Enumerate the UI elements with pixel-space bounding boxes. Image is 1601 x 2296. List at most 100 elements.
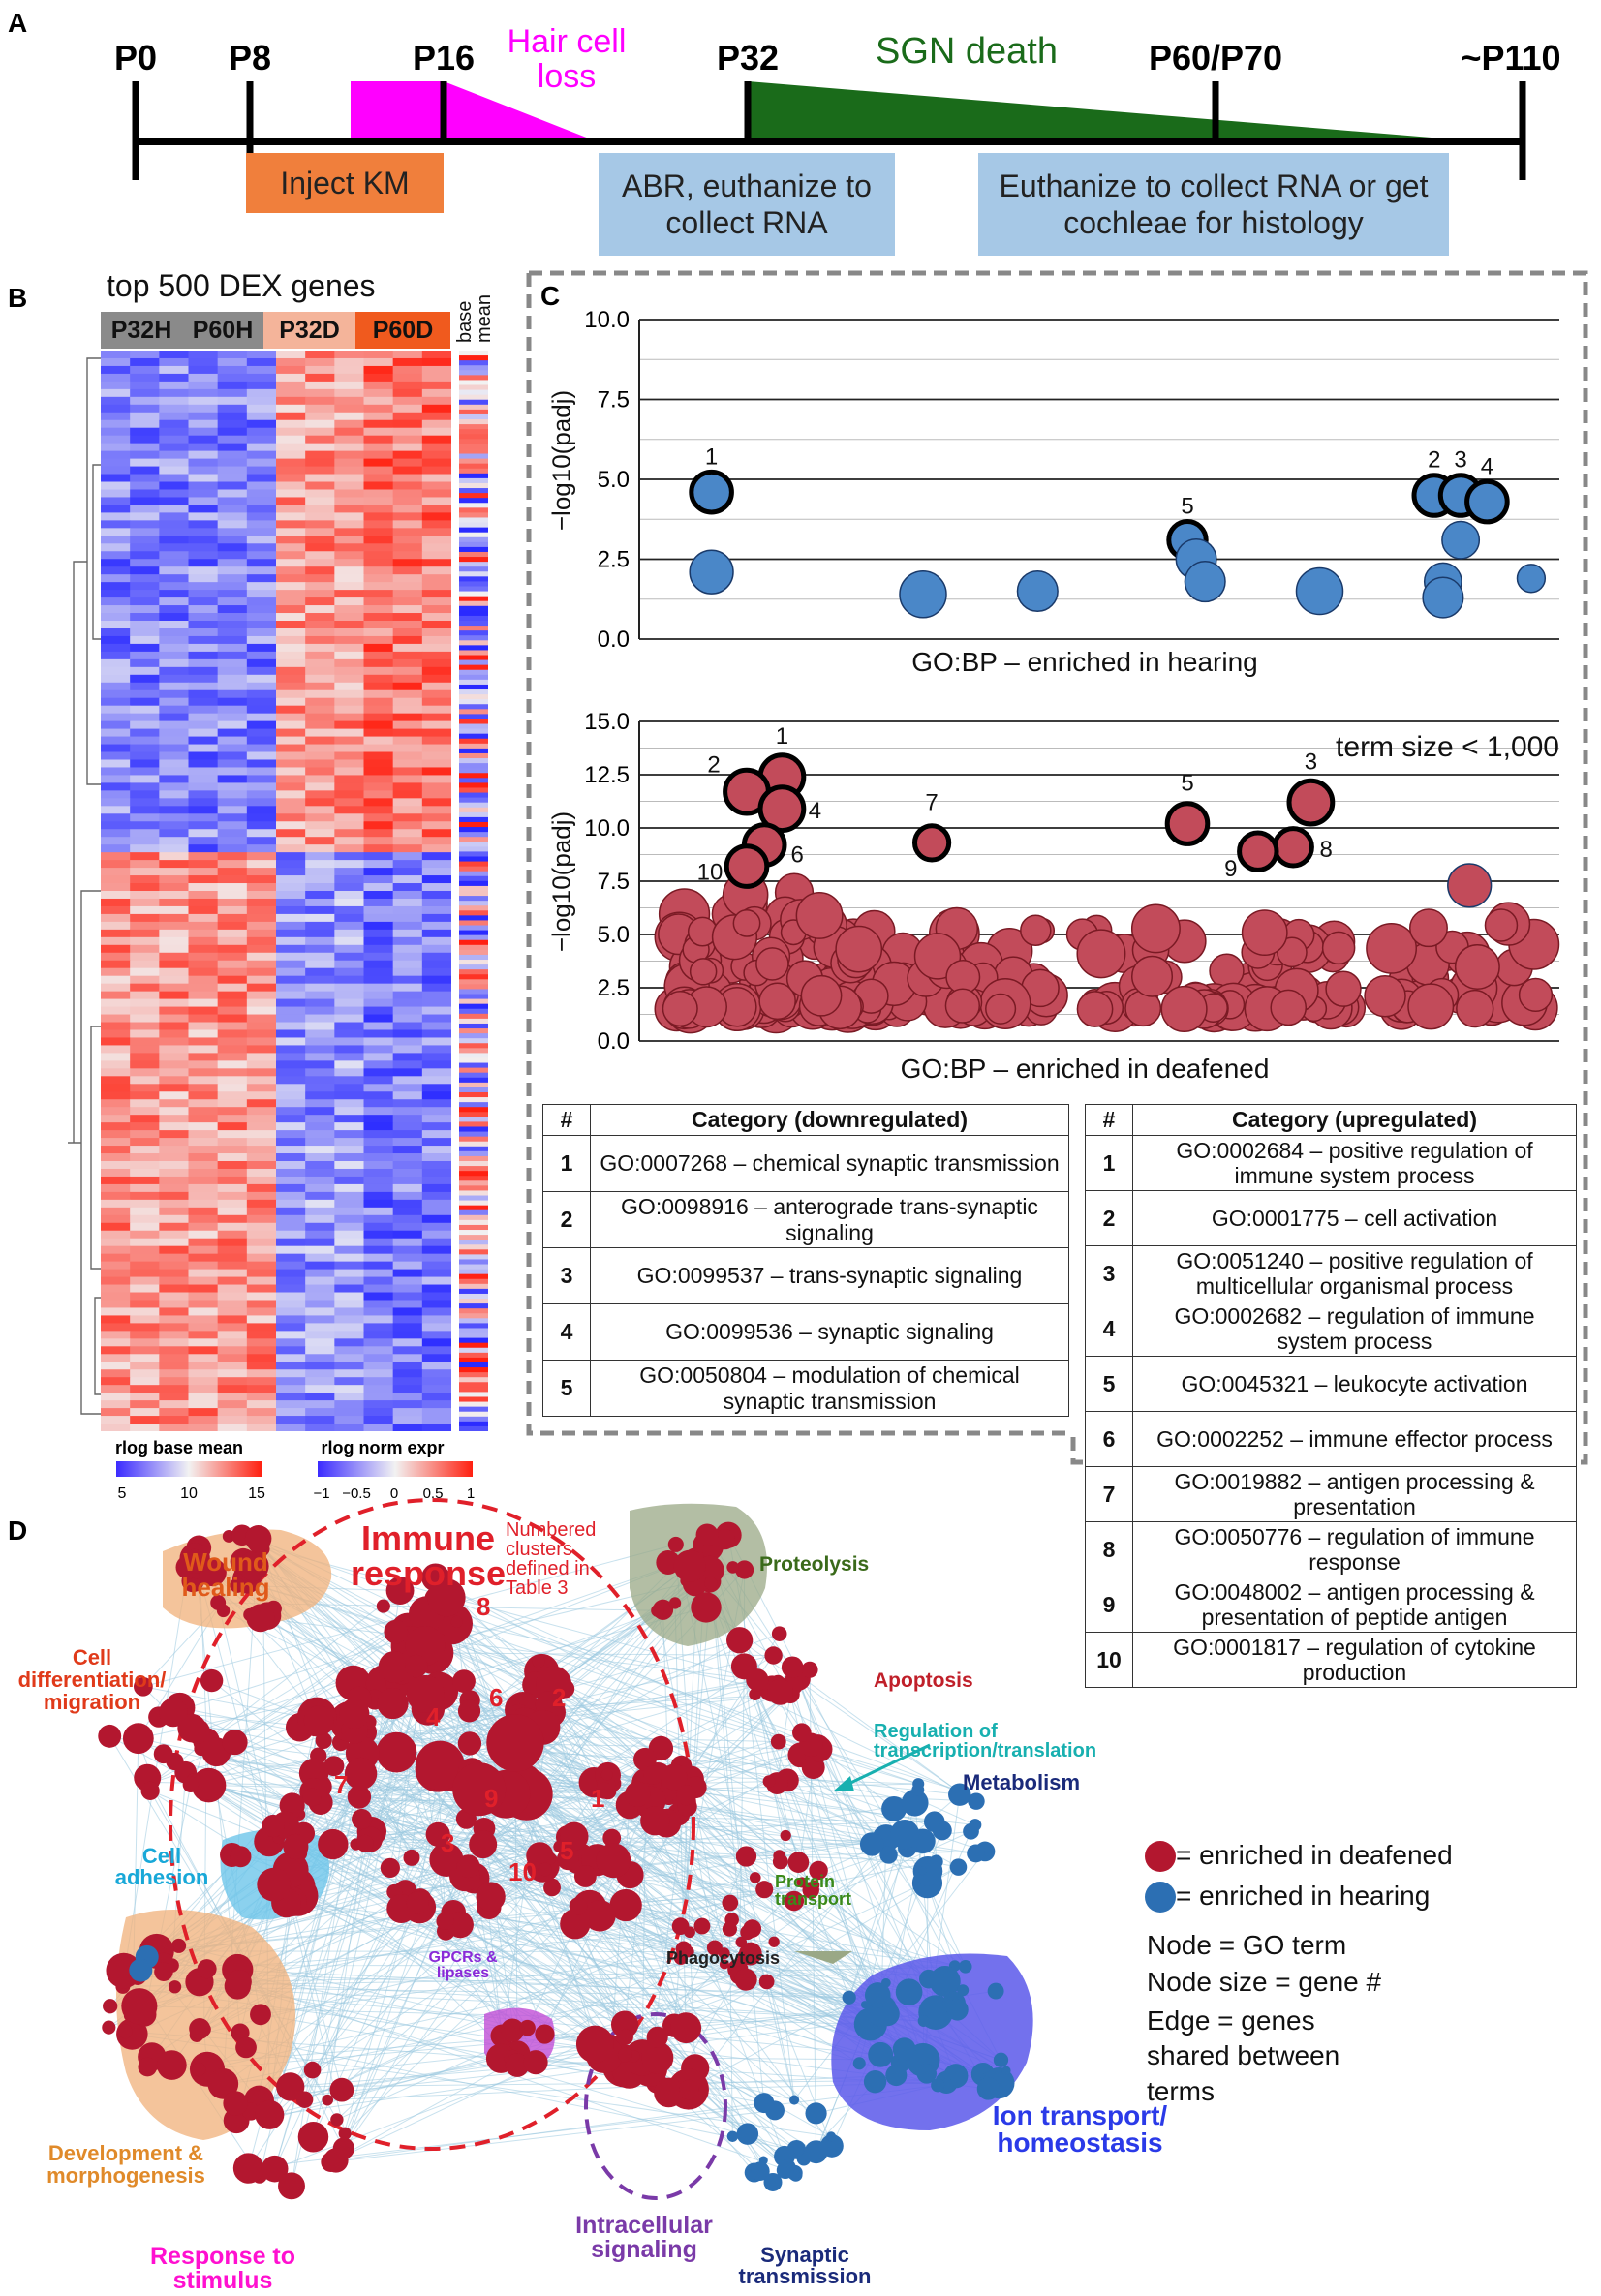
heatmap-cell [305,1191,335,1201]
heatmap-cell [159,419,189,429]
heatmap-cell [246,1369,277,1378]
legend-dots [1145,1841,1176,1913]
heatmap-cell [130,543,160,552]
network-edge [335,1565,691,2161]
heatmap-cell [217,1029,248,1038]
heatmap-cell [101,635,131,645]
base-mean-cell [459,802,488,809]
network-edge [396,1752,696,2069]
heatmap-cell [305,497,335,505]
base-mean-cell [459,748,488,754]
heatmap-cell [334,1393,364,1401]
network-node [948,1783,971,1806]
point-label: 2 [1428,447,1440,474]
heatmap-cell [159,983,189,993]
network-edge [239,1966,966,1983]
network-node [749,1872,761,1883]
heatmap-cell [392,605,423,614]
heatmap-cell [101,381,131,390]
label-cell-adhesion: Cell adhesion [114,1844,209,1889]
heatmap-cell [305,829,335,838]
network-node [879,1846,898,1864]
heatmap-cell [305,883,335,892]
network-node [762,1775,776,1788]
heatmap-cell [246,651,277,660]
heatmap-cell [159,868,189,876]
heatmap-cell [363,936,394,946]
heatmap-cell [305,1315,335,1324]
heatmap-cell [276,651,306,660]
heatmap-cell [305,1037,335,1046]
data-point [732,908,761,937]
cluster-number: 4 [426,1702,441,1731]
base-mean-cell [459,816,488,823]
heatmap-cell [246,1346,277,1355]
heatmap-cell [217,412,248,421]
heatmap-cell [392,913,423,923]
heatmap-cell [130,1238,160,1247]
heatmap-cell [188,898,219,907]
heatmap-cell [305,868,335,876]
network-edge [417,1902,909,1993]
heatmap-cell [421,574,451,583]
heatmap-cell [421,1230,451,1240]
heatmap-cell [363,736,394,746]
y-tick-label: 0.0 [598,1028,630,1055]
heatmap-cell [159,1261,189,1270]
heatmap-cell [130,813,160,822]
heatmap-cell [217,1230,248,1240]
heatmap-cell [305,1122,335,1131]
heatmap-cell [130,1014,160,1024]
heatmap-cell [188,960,219,969]
heatmap-cell [101,512,131,521]
network-node [140,1781,160,1800]
heatmap-cell [276,613,306,622]
heatmap-cell [101,1362,131,1370]
heatmap-cell [217,443,248,452]
heatmap-cell [421,628,451,637]
base-mean-cell [459,375,488,381]
heatmap-cell [101,860,131,869]
base-mean-cell [459,782,488,788]
base-mean-cell [459,1155,488,1162]
heatmap-cell [246,806,277,814]
heatmap-cell [217,658,248,668]
heatmap-cell [159,705,189,715]
heatmap-cell [101,967,131,977]
heatmap-cell [101,373,131,383]
heatmap-cell [101,806,131,814]
heatmap-cell [159,628,189,637]
heatmap-cell [101,481,131,490]
network-edge [228,1536,765,2103]
y-tick-label: 7.5 [598,869,630,895]
heatmap-cell [217,1176,248,1185]
network-node [892,2037,916,2062]
base-mean-cell [459,1318,488,1324]
heatmap-cell [188,388,219,398]
heatmap-cell [305,643,335,653]
heatmap-cell [363,682,394,691]
heatmap-cell [101,1146,131,1154]
heatmap-cell [130,1037,160,1046]
heatmap-cell [159,365,189,375]
heatmap-cell [392,1183,423,1193]
base-mean-cell [459,960,488,965]
heatmap-cell [217,574,248,583]
network-node [207,2067,239,2099]
heatmap-cell [334,1408,364,1417]
heatmap-cell [217,875,248,884]
network-node [257,1867,292,1902]
heatmap-cell [305,396,335,406]
table-up-cell: GO:0002252 – immune effector process [1132,1411,1577,1467]
heatmap-cell [305,1362,335,1370]
heatmap-cell [101,998,131,1008]
heatmap-cell [159,1084,189,1092]
base-mean-cell [459,463,488,470]
heatmap-cell [305,1130,335,1139]
heatmap-cell [392,357,423,367]
heatmap-cell [246,952,277,962]
heatmap-cell [421,1153,451,1162]
heatmap-cell [334,1315,364,1324]
heatmap-cell [276,720,306,730]
network-node [103,1999,118,2014]
